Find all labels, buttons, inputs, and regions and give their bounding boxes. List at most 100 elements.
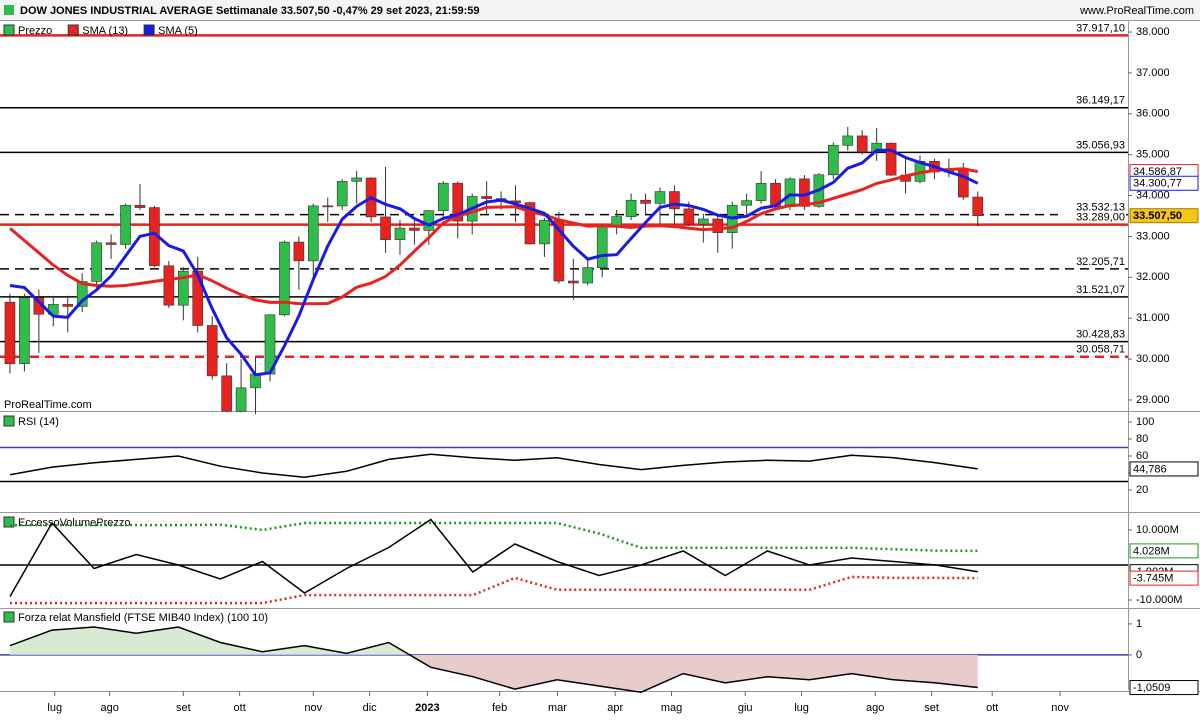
value-tag-label: -3.745M xyxy=(1133,573,1173,585)
value-tag-label: 4.028M xyxy=(1133,545,1170,557)
candle-body xyxy=(524,202,536,245)
candle-body xyxy=(611,216,622,226)
y-tick-label: 37.000 xyxy=(1136,67,1170,79)
x-tick-label: set xyxy=(924,702,939,714)
site[interactable]: www.ProRealTime.com xyxy=(1079,5,1194,17)
chart-title: DOW JONES INDUSTRIAL AVERAGE Settimanale… xyxy=(20,5,480,17)
series-line xyxy=(10,575,978,605)
candle-body xyxy=(134,205,146,208)
y-tick-label: 33.000 xyxy=(1136,230,1170,242)
candle-body xyxy=(105,242,117,245)
y-tick-label: 31.000 xyxy=(1136,312,1170,324)
candle-body xyxy=(308,205,319,262)
candle-body xyxy=(683,208,695,225)
legend-label[interactable]: SMA (5) xyxy=(158,25,198,37)
candle-body xyxy=(336,181,348,207)
y-tick-label: 1 xyxy=(1136,618,1142,630)
candle-body xyxy=(669,191,680,210)
panel-title: Forza relat Mansfield (FTSE MIB40 Index)… xyxy=(18,612,268,624)
candle-body xyxy=(178,270,189,306)
candle-body xyxy=(438,182,449,211)
legend-label[interactable]: SMA (13) xyxy=(82,25,128,37)
x-tick-label: nov xyxy=(1051,702,1069,714)
level-label-bg xyxy=(1058,342,1126,355)
level-label: 30.058,71 xyxy=(1076,344,1125,356)
candle-body xyxy=(192,270,204,326)
value-tag-label: 34.586,87 xyxy=(1133,166,1182,178)
candle-body xyxy=(19,297,30,364)
series-line xyxy=(9,626,978,693)
x-tick-label: ott xyxy=(234,702,246,714)
level-label-bg xyxy=(1058,210,1126,223)
candle-body xyxy=(76,281,88,307)
x-tick-label: mar xyxy=(548,702,567,714)
area-positive xyxy=(9,627,978,655)
candle-body xyxy=(784,178,796,208)
series-line xyxy=(9,518,978,597)
x-tick-label: dic xyxy=(363,702,378,714)
candle-body xyxy=(741,200,752,206)
candle-body xyxy=(828,145,839,176)
x-tick-label: lug xyxy=(794,702,809,714)
candle-body xyxy=(712,218,724,233)
y-tick-label: 38.000 xyxy=(1136,26,1170,38)
candle-body xyxy=(596,224,608,268)
candle-body xyxy=(221,375,232,412)
value-tag xyxy=(1129,175,1199,191)
level-label: 32.205,71 xyxy=(1076,256,1125,268)
legend-swatch xyxy=(3,24,15,36)
candle-body xyxy=(322,205,334,208)
title-bar xyxy=(0,0,1200,20)
price-tag xyxy=(1129,208,1199,224)
candle-body xyxy=(539,220,550,245)
x-tick-label: ott xyxy=(986,702,998,714)
x-tick-label: ago xyxy=(100,702,118,714)
level-label: 33.289,00 xyxy=(1076,212,1125,224)
candle-body xyxy=(91,242,102,282)
x-tick-label: giu xyxy=(738,702,753,714)
x-tick-label: lug xyxy=(47,702,62,714)
value-tag-label: 33.507,50 xyxy=(1133,210,1182,222)
y-tick-label: 100 xyxy=(1136,416,1154,428)
level-label-bg xyxy=(1058,254,1126,267)
value-tag-label: -1,0509 xyxy=(1133,682,1170,694)
candle-body xyxy=(293,241,305,262)
candle-body xyxy=(423,210,435,231)
candle-body xyxy=(4,301,16,364)
candle-body xyxy=(972,196,984,216)
candle-body xyxy=(842,135,854,146)
candle-body xyxy=(120,205,131,245)
level-label-bg xyxy=(1058,93,1126,106)
y-tick-label: 36.000 xyxy=(1136,108,1170,120)
series-line xyxy=(10,521,978,553)
level-label-bg xyxy=(1058,327,1126,340)
level-label: 36.149,17 xyxy=(1076,95,1125,107)
candle-body xyxy=(568,280,579,284)
panel-title: RSI (14) xyxy=(18,416,59,428)
x-tick-label: feb xyxy=(492,702,507,714)
level-label: 37.917,10 xyxy=(1076,22,1125,34)
value-tag-label: 34.300,77 xyxy=(1133,178,1182,190)
y-tick-label: 0 xyxy=(1136,649,1142,661)
y-tick-label: -10.000M xyxy=(1136,594,1182,606)
candle-body xyxy=(163,265,175,306)
panel-icon xyxy=(3,611,15,623)
y-tick-label: 60 xyxy=(1136,450,1148,462)
candle-body xyxy=(409,227,420,231)
candle-body xyxy=(380,216,391,241)
y-tick-label: 80 xyxy=(1136,433,1148,445)
candle-body xyxy=(755,183,767,201)
candle-body xyxy=(279,241,290,316)
series-line xyxy=(9,167,979,306)
y-tick-label: 10.000M xyxy=(1136,524,1179,536)
legend-label[interactable]: Prezzo xyxy=(18,25,52,37)
x-tick-label: set xyxy=(176,702,191,714)
panel-icon xyxy=(3,516,15,528)
level-label-bg xyxy=(1058,282,1126,295)
candle-body xyxy=(958,169,969,198)
level-label-bg xyxy=(1058,138,1126,151)
candle-body xyxy=(235,387,247,412)
y-tick-label: 32.000 xyxy=(1136,271,1170,283)
series-line xyxy=(9,453,978,479)
